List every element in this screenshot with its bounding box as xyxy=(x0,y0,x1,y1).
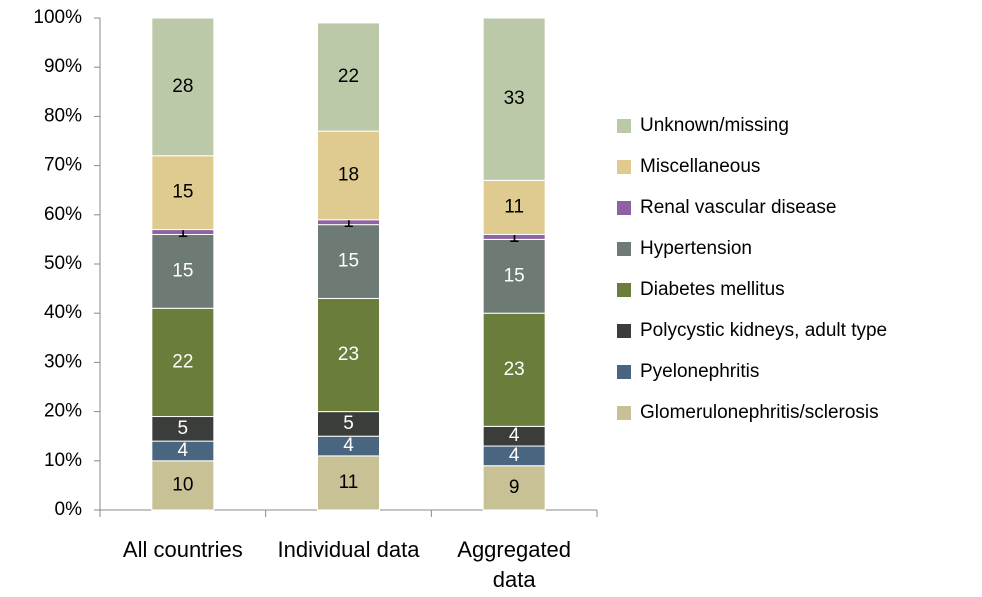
bar-segment xyxy=(317,22,380,132)
data-label: 4 xyxy=(509,425,520,446)
bar-segment xyxy=(317,297,380,413)
bar-segment xyxy=(317,411,380,437)
y-tick-label: 30% xyxy=(44,351,82,372)
bar-segment xyxy=(151,17,215,157)
y-tick-label: 60% xyxy=(44,204,82,225)
legend-swatch xyxy=(617,283,631,297)
x-tick-label: Aggregated data xyxy=(457,537,572,592)
y-tick-label: 90% xyxy=(44,56,82,77)
bar-segment xyxy=(151,460,215,511)
x-tick-label: Individual data xyxy=(277,537,420,562)
legend-swatch xyxy=(617,201,631,215)
data-label: 1 xyxy=(178,221,189,242)
legend-swatch xyxy=(617,365,631,379)
data-label: 15 xyxy=(172,260,193,281)
bar-segment xyxy=(482,179,546,235)
data-label: 33 xyxy=(504,88,525,109)
legend-swatch xyxy=(617,242,631,256)
legend-label: Glomerulonephritis/sclerosis xyxy=(640,402,879,423)
data-label: 4 xyxy=(343,435,354,456)
bar-segment xyxy=(317,224,380,299)
bar-segment xyxy=(482,312,546,427)
y-tick-label: 10% xyxy=(44,450,82,471)
y-tick-label: 80% xyxy=(44,105,82,126)
data-label: 18 xyxy=(338,164,359,185)
bar-segment xyxy=(151,416,215,442)
data-label: 22 xyxy=(338,66,359,87)
bar-segment xyxy=(482,17,546,181)
data-label: 28 xyxy=(172,76,193,97)
data-label: 15 xyxy=(338,251,359,272)
data-label: 15 xyxy=(172,182,193,203)
data-label: 15 xyxy=(504,265,525,286)
data-label: 10 xyxy=(172,474,193,495)
data-label: 23 xyxy=(504,359,525,380)
bar-segment xyxy=(317,455,380,511)
legend-label: Miscellaneous xyxy=(640,156,760,177)
data-label: 4 xyxy=(178,440,189,461)
y-tick-label: 50% xyxy=(44,253,82,274)
bar-segment xyxy=(482,238,546,314)
data-label: 23 xyxy=(338,344,359,365)
legend-label: Unknown/missing xyxy=(640,115,789,136)
legend-swatch xyxy=(617,160,631,174)
legend-label: Diabetes mellitus xyxy=(640,279,785,300)
data-label: 5 xyxy=(178,418,189,439)
bar-segment xyxy=(151,233,215,309)
data-label: 1 xyxy=(343,211,354,232)
data-label: 11 xyxy=(504,196,524,217)
y-tick-label: 0% xyxy=(55,499,83,520)
legend-swatch xyxy=(617,324,631,338)
data-label: 1 xyxy=(509,226,520,247)
legend-label: Renal vascular disease xyxy=(640,197,836,218)
legend-swatch xyxy=(617,119,631,133)
legend-label: Polycystic kidneys, adult type xyxy=(640,320,887,341)
legend-label: Pyelonephritis xyxy=(640,361,759,382)
data-label: 9 xyxy=(509,477,520,498)
bar-segment xyxy=(151,307,215,418)
legend-label: Hypertension xyxy=(640,238,752,259)
legend-swatch xyxy=(617,406,631,420)
bar-segment xyxy=(151,155,215,231)
y-tick-label: 100% xyxy=(33,7,82,28)
data-label: 11 xyxy=(339,472,359,493)
data-label: 5 xyxy=(343,413,354,434)
y-tick-label: 70% xyxy=(44,155,82,176)
bar-segment xyxy=(482,465,546,511)
y-tick-label: 40% xyxy=(44,302,82,323)
y-tick-label: 20% xyxy=(44,401,82,422)
data-label: 4 xyxy=(509,445,520,466)
x-tick-label: All countries xyxy=(122,537,243,562)
bar-segment xyxy=(317,130,380,221)
data-label: 22 xyxy=(172,351,193,372)
